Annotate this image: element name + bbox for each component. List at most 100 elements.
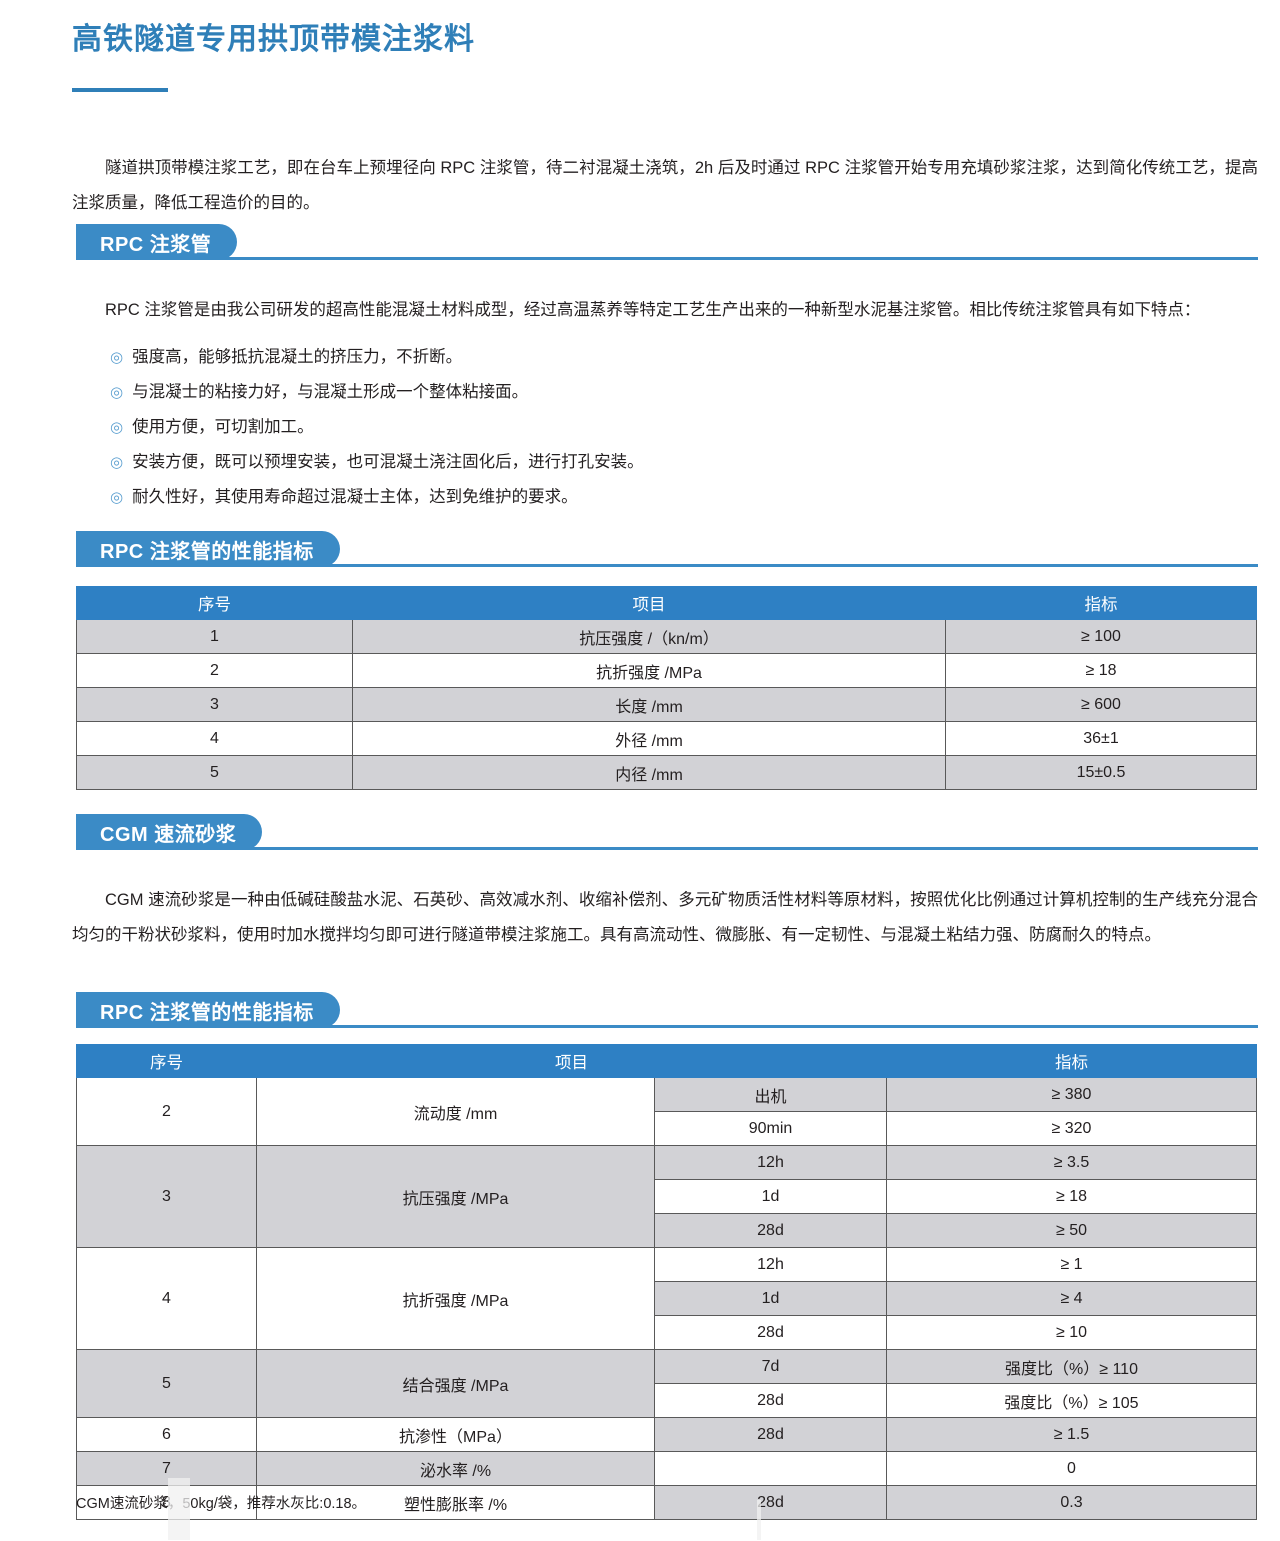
table-cell-value: ≥ 50 xyxy=(886,1213,1257,1248)
list-item: ◎ 使用方便，可切割加工。 xyxy=(110,410,1250,445)
table-row: 3 长度 /mm ≥ 600 xyxy=(76,687,1257,722)
bullet-circle-icon: ◎ xyxy=(110,419,124,436)
section-rule xyxy=(76,847,1258,850)
table-cell-value: ≥ 600 xyxy=(945,687,1257,722)
table-row: 1 抗压强度 /（kn/m） ≥ 100 xyxy=(76,619,1257,654)
bullet-circle-icon: ◎ xyxy=(110,384,124,401)
table-cell-value: 15±0.5 xyxy=(945,755,1257,790)
cgm-paragraph: CGM 速流砂浆是一种由低碱硅酸盐水泥、石英砂、高效减水剂、收缩补偿剂、多元矿物… xyxy=(72,890,1258,944)
section-header-rpc: RPC 注浆管 xyxy=(76,224,1258,260)
section-banner: CGM 速流砂浆 xyxy=(76,814,263,850)
table-cell-age: 1d xyxy=(654,1281,887,1316)
list-item: ◎ 安装方便，既可以预埋安装，也可混凝土浇注固化后，进行打孔安装。 xyxy=(110,445,1250,480)
table-header-row: 序号 项目 指标 xyxy=(76,1044,1257,1078)
table-cell-age: 12h xyxy=(654,1145,887,1180)
table-cell-no: 1 xyxy=(76,619,353,654)
scan-artifact xyxy=(757,1500,761,1540)
table-row: 28d 强度比（%）≥ 105 xyxy=(77,1383,1257,1418)
table-row: 3 抗压强度 /MPa 12h ≥ 3.5 xyxy=(76,1145,1257,1248)
section-rule xyxy=(76,257,1258,260)
table-cell-age: 28d xyxy=(654,1383,887,1418)
table-cell-age: 28d xyxy=(654,1315,887,1350)
scan-artifact xyxy=(168,1478,190,1540)
section-header-label: RPC 注浆管的性能指标 xyxy=(100,540,314,563)
table-row: 5 结合强度 /MPa 7d 强度比（%）≥ 110 xyxy=(76,1349,1257,1418)
table-cell-no: 2 xyxy=(76,653,353,688)
footer-note: CGM速流砂浆，50kg/袋，推荐水灰比:0.18。 xyxy=(76,1496,367,1512)
table-row: 7 泌水率 /% 0 xyxy=(76,1451,1257,1486)
section-header-label: CGM 速流砂浆 xyxy=(100,823,237,846)
table-row: 28d ≥ 10 xyxy=(77,1315,1257,1350)
section-header-rpc-spec: RPC 注浆管的性能指标 xyxy=(76,531,1258,567)
list-item-label: 安装方便，既可以预埋安装，也可混凝土浇注固化后，进行打孔安装。 xyxy=(132,453,644,471)
table-row: 1d ≥ 4 xyxy=(77,1281,1257,1316)
table-row: 6 抗渗性（MPa） 28d ≥ 1.5 xyxy=(76,1417,1257,1452)
section-header-label: RPC 注浆管的性能指标 xyxy=(100,1001,314,1024)
bullet-circle-icon: ◎ xyxy=(110,489,124,506)
table-cell-no: 5 xyxy=(76,755,353,790)
table-row: 8 塑性膨胀率 /% 28d 0.3 xyxy=(76,1485,1257,1520)
list-item-label: 强度高，能够抵抗混凝土的挤压力，不折断。 xyxy=(132,348,463,366)
column-header-item: 项目 xyxy=(352,586,946,620)
table-cell-no: 8 xyxy=(76,1485,257,1520)
table-row: 90min ≥ 320 xyxy=(77,1111,1257,1146)
intro-paragraph: 隧道拱顶带模注浆工艺，即在台车上预埋径向 RPC 注浆管，待二衬混凝土浇筑，2h… xyxy=(72,158,1258,212)
table-cell-item: 抗折强度 /MPa xyxy=(256,1247,655,1350)
table-cell-item: 抗压强度 /MPa xyxy=(256,1145,655,1248)
list-item-label: 使用方便，可切割加工。 xyxy=(132,418,314,436)
column-header-value: 指标 xyxy=(945,586,1257,620)
title-underline xyxy=(72,88,168,92)
table-cell-no: 2 xyxy=(76,1077,257,1146)
table-cell-value: ≥ 320 xyxy=(886,1111,1257,1146)
table-cell-value: 0.3 xyxy=(886,1485,1257,1520)
list-item: ◎ 耐久性好，其使用寿命超过混凝士主体，达到免维护的要求。 xyxy=(110,480,1250,515)
table-cell-value: ≥ 100 xyxy=(945,619,1257,654)
table-cell-age xyxy=(654,1451,887,1486)
rpc-spec-table: 序号 项目 指标 1 抗压强度 /（kn/m） ≥ 100 2 抗折强度 /MPa ≥ 1… xyxy=(76,586,1257,790)
list-item-label: 与混凝士的粘接力好，与混凝土形成一个整体粘接面。 xyxy=(132,383,529,401)
section-header-cgm-spec: RPC 注浆管的性能指标 xyxy=(76,992,1258,1028)
table-cell-age: 28d xyxy=(654,1417,887,1452)
table-cell-no: 7 xyxy=(76,1451,257,1486)
table-cell-no: 4 xyxy=(76,1247,257,1350)
table-row: 28d ≥ 50 xyxy=(77,1213,1257,1248)
table-cell-item: 抗折强度 /MPa xyxy=(352,653,946,688)
table-cell-item: 抗渗性（MPa） xyxy=(256,1417,655,1452)
column-header-value: 指标 xyxy=(886,1044,1257,1078)
table-row: 2 抗折强度 /MPa ≥ 18 xyxy=(76,653,1257,688)
table-cell-item: 长度 /mm xyxy=(352,687,946,722)
table-row: 4 抗折强度 /MPa 12h ≥ 1 xyxy=(76,1247,1257,1350)
table-cell-value: ≥ 380 xyxy=(886,1077,1257,1112)
bullet-circle-icon: ◎ xyxy=(110,349,124,366)
table-cell-item: 外径 /mm xyxy=(352,721,946,756)
table-header-row: 序号 项目 指标 xyxy=(76,586,1257,620)
table-cell-value: 强度比（%）≥ 105 xyxy=(886,1383,1257,1418)
page-title: 高铁隧道专用拱顶带模注浆料 xyxy=(72,23,475,56)
table-row: 2 流动度 /mm 出机 ≥ 380 xyxy=(76,1077,1257,1146)
bullet-circle-icon: ◎ xyxy=(110,454,124,471)
table-row: 4 外径 /mm 36±1 xyxy=(76,721,1257,756)
table-cell-value: ≥ 10 xyxy=(886,1315,1257,1350)
section-rule xyxy=(76,564,1258,567)
table-cell-value: ≥ 18 xyxy=(886,1179,1257,1214)
table-cell-item: 泌水率 /% xyxy=(256,1451,655,1486)
table-cell-age: 12h xyxy=(654,1247,887,1282)
section-banner: RPC 注浆管的性能指标 xyxy=(76,531,340,567)
column-header-no: 序号 xyxy=(76,1044,257,1078)
table-cell-age: 90min xyxy=(654,1111,887,1146)
table-cell-item: 流动度 /mm xyxy=(256,1077,655,1146)
table-cell-no: 3 xyxy=(76,1145,257,1248)
section-rule xyxy=(76,1025,1258,1028)
table-cell-age: 7d xyxy=(654,1349,887,1384)
table-cell-item: 结合强度 /MPa xyxy=(256,1349,655,1418)
column-header-item: 项目 xyxy=(256,1044,887,1078)
section-banner: RPC 注浆管 xyxy=(76,224,238,260)
table-cell-no: 4 xyxy=(76,721,353,756)
table-cell-value: 强度比（%）≥ 110 xyxy=(886,1349,1257,1384)
table-cell-no: 5 xyxy=(76,1349,257,1418)
table-row: 1d ≥ 18 xyxy=(77,1179,1257,1214)
table-cell-value: ≥ 1.5 xyxy=(886,1417,1257,1452)
table-cell-no: 6 xyxy=(76,1417,257,1452)
table-cell-item: 抗压强度 /（kn/m） xyxy=(352,619,946,654)
